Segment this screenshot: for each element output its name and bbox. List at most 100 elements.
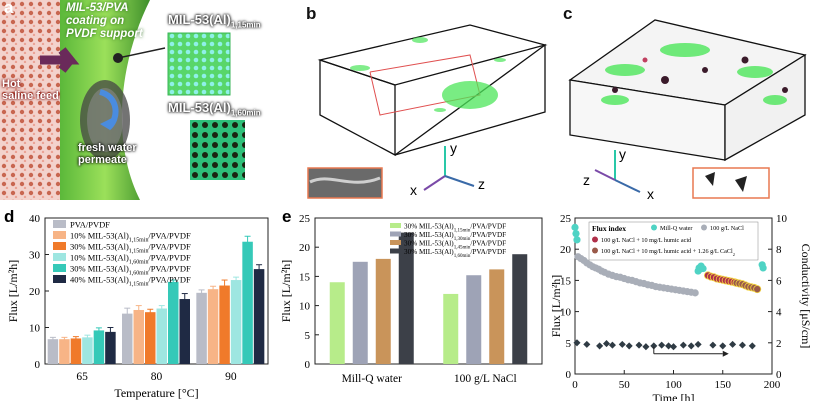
hot-saline-feed-label: Hot saline feed <box>2 78 59 102</box>
legend-label-d: 30% MIL-53(Al)1,15min/PVA/PVDF <box>70 242 191 255</box>
y-tick-label-e: 0 <box>305 359 311 371</box>
y2-axis-label-f: Conductivity [μS/cm] <box>799 244 813 349</box>
legend-swatch-d <box>53 220 66 228</box>
data-point-conductivity <box>658 341 666 349</box>
y-tick-label-f: 20 <box>560 244 572 256</box>
panel-d-chart: 0 10 20 30 40 65 80 90 Temperature [°C] Flux [L/m… <box>0 207 275 401</box>
chart-e-svg: 0 5 10 15 20 25 Mill-Q water 100 g/L NaCl Flux [… <box>279 207 543 385</box>
legend-label-e: 30% MIL-53(Al)1,45min/PVA/PVDF <box>404 240 506 251</box>
x-tick-label-f: 50 <box>619 379 631 391</box>
y-tick-label-d: 10 <box>29 323 41 335</box>
legend-swatch-d <box>53 275 66 283</box>
panel-c-label: c <box>563 4 573 23</box>
mil53-60min-label: MIL-53(Al)1,60min <box>168 100 261 118</box>
legend-swatch-e <box>390 223 401 228</box>
legend-label-f: 100 g/L NaCl <box>710 225 744 232</box>
y2-tick-label-f: 4 <box>776 307 782 319</box>
chart-d-svg: 0 10 20 30 40 65 80 90 Temperature [°C] Flux [L/m… <box>4 207 269 400</box>
y-tick-label-d: 20 <box>29 286 41 298</box>
data-point-conductivity <box>642 343 650 351</box>
legend-label-d: 30% MIL-53(Al)1,60min/PVA/PVDF <box>70 264 191 277</box>
legend-swatch-d <box>53 231 66 239</box>
tomography-box-c <box>568 19 807 199</box>
x-tick-label-d: 65 <box>76 371 88 383</box>
y-tick-label-f: 10 <box>560 307 572 319</box>
y2-tick-label-f: 10 <box>776 213 788 225</box>
data-point-conductivity <box>635 341 643 349</box>
y-axis-label-e: Flux [L/m²h] <box>280 260 293 323</box>
legend-title-f: Flux index <box>592 224 626 233</box>
bar-d <box>230 280 242 364</box>
legend-label-f: 100 g/L NaCl + 10 mg/L humic acid <box>601 237 692 244</box>
bar-d <box>122 313 133 364</box>
y-tick-label-e: 5 <box>305 330 311 342</box>
data-point-conductivity <box>583 340 591 348</box>
data-point-conductivity <box>608 341 616 349</box>
y2-tick-label-f: 6 <box>776 275 782 287</box>
data-point-f <box>571 223 579 231</box>
bar-d <box>168 281 179 364</box>
y-tick-label-d: 30 <box>29 250 41 262</box>
y-axis-label-d: Flux [L/m²h] <box>6 260 20 323</box>
legend-label-e: 30% MIL-53(Al)1,15min/PVA/PVDF <box>404 223 506 234</box>
x-tick-label-d: 80 <box>151 371 163 383</box>
data-point-f <box>759 264 767 272</box>
y-tick-label-e: 20 <box>299 242 311 254</box>
bar-e <box>443 293 459 364</box>
legend-label-d: 10% MIL-53(Al)1,15min/PVA/PVDF <box>70 231 191 244</box>
x-tick-label-e: 100 g/L NaCl <box>454 373 517 385</box>
data-point-conductivity <box>669 343 678 351</box>
x-axis-label-d: Temperature [°C] <box>114 386 198 400</box>
data-point-f <box>699 264 707 273</box>
panel-e-chart: 0 5 10 15 20 25 Mill-Q water 100 g/L NaCl Flux [… <box>279 207 548 401</box>
legend-swatch-e <box>390 240 401 245</box>
legend-swatch-d <box>53 253 66 261</box>
y-tick-label-d: 0 <box>35 359 41 371</box>
x-tick-label-d: 90 <box>225 371 237 383</box>
bar-d <box>82 337 93 364</box>
bar-d <box>207 289 219 364</box>
data-point-conductivity <box>679 341 687 349</box>
legend-label-e: 30% MIL-53(Al)1,30min/PVA/PVDF <box>404 231 506 242</box>
plot-frame-e <box>314 217 543 365</box>
coating-title: MIL-53/PVA coating on PVDF support <box>66 2 143 40</box>
tomography-box-b <box>307 24 548 199</box>
bar-d <box>70 338 82 364</box>
x-axis-label-f: Time [h] <box>653 391 695 401</box>
bar-d <box>253 269 265 364</box>
mil53-15min-label: MIL-53(Al)1,15min <box>168 12 261 30</box>
bar-d <box>156 308 167 364</box>
data-point-conductivity <box>625 342 633 350</box>
bar-d <box>196 292 207 364</box>
bar-e <box>398 232 414 364</box>
data-point-conductivity <box>748 342 756 350</box>
y2-tick-label-f: 2 <box>776 338 782 350</box>
y-tick-label-f: 15 <box>560 275 572 287</box>
panel-f-chart: 0 5 10 15 20 25 0 2 4 6 8 10 0 50 100 150 200 Time [h] Flu… <box>542 207 813 405</box>
y-tick-label-f: 0 <box>566 369 572 381</box>
y-tick-label-e: 10 <box>299 301 311 313</box>
axis-b-y: y <box>450 140 457 156</box>
mil53-60min-sub: 1,60min <box>230 108 261 118</box>
y-tick-label-e: 25 <box>299 213 311 225</box>
legend-swatch-d <box>53 264 66 272</box>
axis-b-z: z <box>478 176 485 192</box>
legend-label-d: 40% MIL-53(Al)1,15min/PVA/PVDF <box>70 275 191 288</box>
data-point-f <box>753 285 762 294</box>
y-axis-label-f: Flux [L/m²h] <box>552 275 563 338</box>
data-point-conductivity <box>602 340 611 348</box>
y-tick-label-e: 15 <box>299 271 311 283</box>
data-point-f <box>573 236 581 244</box>
panel-c-tomography: c z y x <box>555 0 813 202</box>
legend-swatch-e <box>390 231 401 237</box>
x-tick-label-f: 150 <box>715 379 732 391</box>
bar-d <box>219 285 230 364</box>
legend-label-f: Mill-Q water <box>660 225 692 232</box>
y2-tick-label-f: 8 <box>776 244 782 256</box>
bar-d <box>47 339 59 364</box>
legend-marker-f <box>592 247 598 254</box>
panel-b-label: b <box>306 4 317 23</box>
panel-a-label: a <box>4 0 14 17</box>
bar-e <box>466 275 482 364</box>
